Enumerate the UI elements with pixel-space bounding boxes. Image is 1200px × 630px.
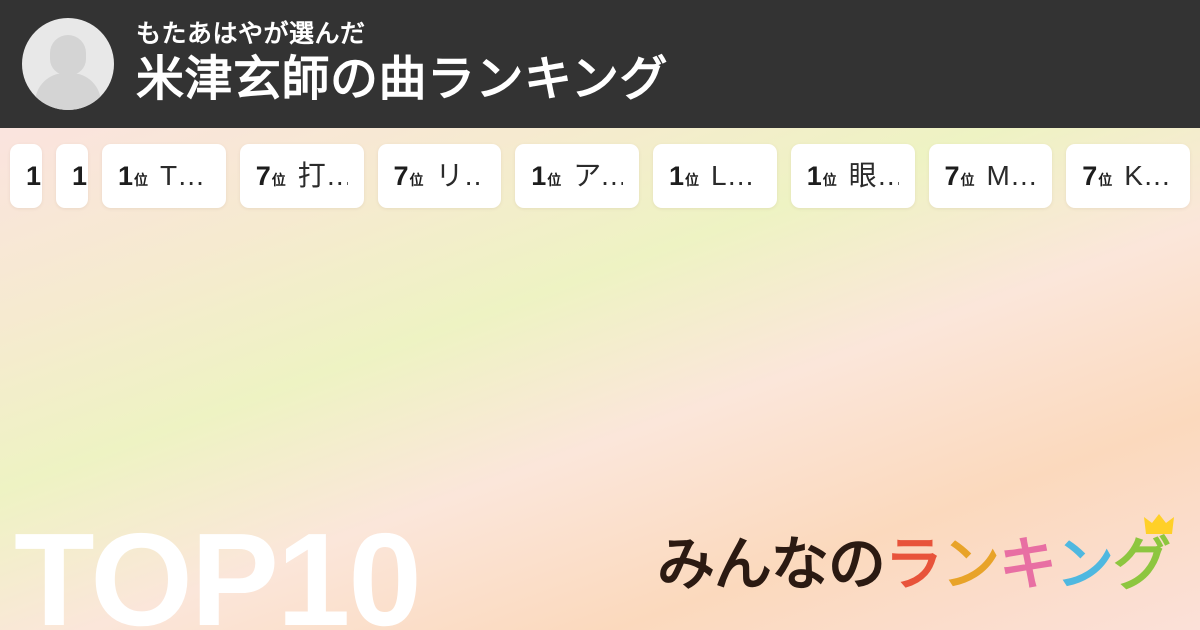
logo-part-n1: ン xyxy=(941,532,1000,597)
logo-part-minnano: みんなの xyxy=(656,532,886,597)
ranking-item[interactable]: 7位 KARMA CITY / 米津玄師 xyxy=(1066,144,1190,208)
header-text-block: もたあはやが選んだ 米津玄師の曲ランキング xyxy=(136,21,668,106)
rank-value: 1 xyxy=(669,160,685,191)
logo-part-gu-text: グ xyxy=(1112,532,1171,597)
ranking-item[interactable]: 1位 LOSER / 米津玄師 xyxy=(653,144,777,208)
rank-suffix: 位 xyxy=(409,171,424,188)
rank-suffix: 位 xyxy=(1098,171,1113,188)
rank-value: 7 xyxy=(255,160,271,191)
song-title: リビングデッド・ユース / 米… xyxy=(435,159,486,191)
rank-suffix: 位 xyxy=(271,171,286,188)
ranking-item[interactable]: 7位リビングデッド・ユース / 米… xyxy=(377,144,502,208)
rank-value: 7 xyxy=(393,160,409,191)
rank-value: 1 xyxy=(118,160,134,191)
song-title: KARMA CITY / 米津玄師 xyxy=(1124,159,1174,191)
minna-no-ranking-logo[interactable]: みんなの ラ ン キ ン グ xyxy=(656,514,1174,597)
rank-value: 7 xyxy=(1082,160,1098,191)
rank-suffix: 位 xyxy=(685,171,700,188)
ranking-list: 1位海と山椒魚 / 米津玄師1位メランコリーキッチン / 米津…1位TEENAG… xyxy=(10,144,1190,208)
rank-suffix: 位 xyxy=(134,171,149,188)
rank-value: 1 xyxy=(531,160,547,191)
logo-part-ra: ラ xyxy=(884,532,943,597)
logo-part-ki: キ xyxy=(998,532,1057,597)
ranking-item[interactable]: 1位海と山椒魚 / 米津玄師 xyxy=(10,144,42,208)
song-title: 眼福 / 米津玄師 xyxy=(848,159,899,191)
song-title: LOSER / 米津玄師 xyxy=(711,159,761,191)
ranking-item[interactable]: 7位打上花火 / DAOKO×米津玄師 xyxy=(239,144,364,208)
rank-suffix: 位 xyxy=(547,171,562,188)
default-user-avatar-icon xyxy=(22,18,114,110)
song-title: TEENAGE RIOT / 米津玄師 xyxy=(160,159,210,191)
song-title: 打上花火 / DAOKO×米津玄師 xyxy=(297,159,348,191)
ranking-item[interactable]: 1位アイネクライネ / 米津玄師 xyxy=(515,144,639,208)
ranking-item[interactable]: 1位メランコリーキッチン / 米津… xyxy=(56,144,88,208)
top10-label: TOP10 xyxy=(14,506,422,630)
ranking-item[interactable]: 1位眼福 / 米津玄師 xyxy=(790,144,915,208)
page-title: 米津玄師の曲ランキング xyxy=(136,52,669,106)
logo-part-gu: グ xyxy=(1113,514,1174,594)
rank-value: 1 xyxy=(72,160,88,191)
song-title: アイネクライネ / 米津玄師 xyxy=(573,159,623,191)
song-title: MAD HEAD LOVE / 米津玄師 xyxy=(986,159,1037,191)
ranking-item[interactable]: 1位 TEENAGE RIOT / 米津玄師 xyxy=(102,144,226,208)
rank-value: 1 xyxy=(806,160,822,191)
rank-suffix: 位 xyxy=(822,171,837,188)
crown-icon xyxy=(1144,514,1174,534)
avatar-head-shape xyxy=(50,35,86,76)
header-subtitle: もたあはやが選んだ xyxy=(136,20,366,49)
rank-suffix: 位 xyxy=(960,171,975,188)
ranking-item[interactable]: 7位 MAD HEAD LOVE / 米津玄師 xyxy=(928,144,1053,208)
rank-value: 7 xyxy=(944,160,960,191)
rank-number: 1位 xyxy=(26,160,42,191)
rank-value: 1 xyxy=(26,160,42,191)
header-bar: もたあはやが選んだ 米津玄師の曲ランキング xyxy=(0,0,1200,128)
rank-number: 1位 xyxy=(72,160,88,191)
avatar-body-shape xyxy=(35,73,101,110)
logo-part-n2: ン xyxy=(1055,532,1114,597)
